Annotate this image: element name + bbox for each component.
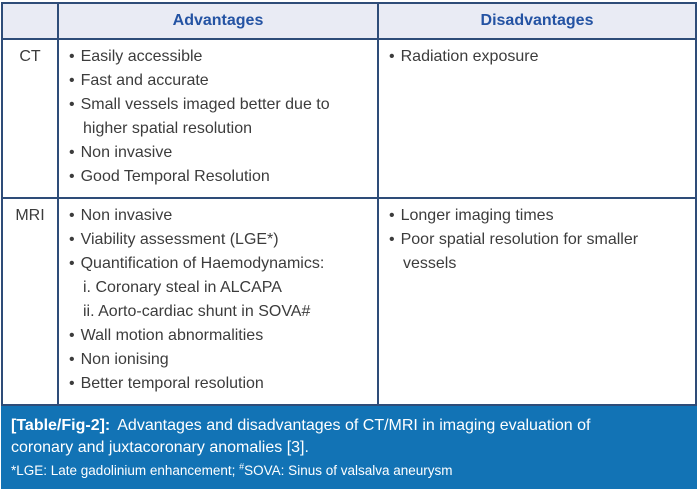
caption-text: Advantages and disadvantages of CT/MRI i…: [11, 417, 591, 456]
sub-item: i. Coronary steal in ALCAPA: [83, 279, 282, 296]
table-row-ct: CT Easily accessible Fast and accurate S…: [1, 38, 697, 199]
ct-disadvantages-list: Radiation exposure: [389, 45, 687, 69]
bullet-item: Small vessels imaged better due to highe…: [69, 93, 369, 141]
header-empty-cell: [1, 2, 59, 40]
footnote-text-lge: *LGE: Late gadolinium enhancement;: [11, 463, 240, 478]
mri-disadvantages-cell: Longer imaging times Poor spatial resolu…: [377, 197, 697, 406]
table-caption: [Table/Fig-2]: Advantages and disadvantag…: [11, 415, 611, 459]
sub-item: ii. Aorto-cardiac shunt in SOVA#: [83, 303, 311, 320]
row-label-mri: MRI: [1, 197, 59, 406]
header-row: Advantages Disadvantages: [1, 2, 697, 40]
bullet-item: Easily accessible: [69, 45, 369, 69]
bullet-item: Wall motion abnormalities: [69, 324, 369, 348]
ct-disadvantages-cell: Radiation exposure: [377, 38, 697, 199]
bullet-item: Quantification of Haemodynamics:: [69, 252, 369, 276]
bullet-item: Better temporal resolution: [69, 372, 369, 396]
bullet-item: Viability assessment (LGE*): [69, 228, 369, 252]
footnote-text-sova: SOVA: Sinus of valsalva aneurysm: [244, 463, 453, 478]
mri-disadvantages-list: Longer imaging times Poor spatial resolu…: [389, 204, 687, 276]
caption-footnote: *LGE: Late gadolinium enhancement; #SOVA…: [11, 462, 687, 479]
header-disadvantages: Disadvantages: [377, 2, 697, 40]
header-advantages: Advantages: [57, 2, 379, 40]
mri-advantages-list: Non invasive Viability assessment (LGE*)…: [69, 204, 369, 396]
bullet-item: Fast and accurate: [69, 69, 369, 93]
caption-band: [Table/Fig-2]: Advantages and disadvantag…: [1, 406, 697, 489]
bullet-item: Good Temporal Resolution: [69, 165, 369, 189]
bullet-item: Non invasive: [69, 141, 369, 165]
bullet-item: Non invasive: [69, 204, 369, 228]
bullet-item: Longer imaging times: [389, 204, 687, 228]
ct-advantages-list: Easily accessible Fast and accurate Smal…: [69, 45, 369, 189]
ct-advantages-cell: Easily accessible Fast and accurate Smal…: [57, 38, 379, 199]
table-row-mri: MRI Non invasive Viability assessment (L…: [1, 197, 697, 406]
bullet-item: Poor spatial resolution for smaller vess…: [389, 228, 687, 276]
mri-advantages-cell: Non invasive Viability assessment (LGE*)…: [57, 197, 379, 406]
bullet-item: Radiation exposure: [389, 45, 687, 69]
ct-mri-comparison-table: Advantages Disadvantages CT Easily acces…: [1, 2, 697, 406]
row-label-ct: CT: [1, 38, 59, 199]
caption-label: [Table/Fig-2]:: [11, 417, 111, 434]
bullet-item: Non ionising: [69, 348, 369, 372]
